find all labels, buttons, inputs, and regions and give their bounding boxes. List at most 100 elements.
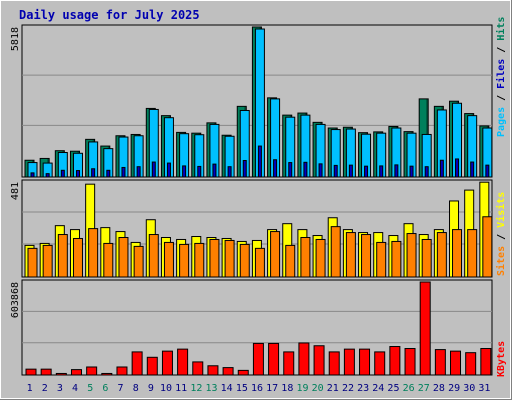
sites-bar (421, 238, 432, 278)
x-tick-label: 8 (133, 383, 139, 394)
kbytes-bar (146, 356, 158, 376)
kbytes-bar (359, 348, 371, 376)
pages-bar (348, 164, 353, 178)
pages-bar (242, 159, 247, 178)
kbytes-bar (86, 366, 98, 376)
sites-bar (133, 245, 144, 278)
kbytes-bar (313, 345, 325, 376)
x-tick-label: 21 (327, 383, 339, 394)
pages-bar (166, 162, 171, 178)
sites-bar (270, 231, 281, 278)
legend-item-visits: Visits (495, 192, 507, 228)
x-tick-label: 13 (205, 383, 217, 394)
sites-bar (467, 229, 478, 278)
x-tick-label: 4 (72, 383, 78, 394)
x-tick-label: 3 (57, 383, 63, 394)
x-tick-label: 15 (236, 383, 248, 394)
x-tick-label: 14 (221, 383, 233, 394)
kbytes-bar (207, 365, 219, 376)
x-tick-label: 1 (27, 383, 33, 394)
x-tick-label: 6 (102, 383, 108, 394)
legend-separator: / (496, 228, 507, 246)
x-tick-label: 2 (42, 383, 48, 394)
pages-bar (197, 165, 202, 178)
sites-bar (436, 232, 447, 278)
sites-bar (72, 237, 83, 278)
x-tick-label: 16 (251, 383, 263, 394)
chart-title: Daily usage for July 2025 (19, 8, 200, 22)
kbytes-bar (328, 351, 340, 376)
sites-bar (482, 216, 493, 278)
sites-bar (148, 234, 159, 278)
y-tick-label: 481 (10, 182, 21, 200)
sites-bar (406, 233, 417, 278)
kbytes-bar (389, 346, 401, 376)
kbytes-bar (450, 350, 462, 376)
pages-bar (303, 161, 308, 178)
x-tick-label: 30 (463, 383, 475, 394)
x-tick-label: 20 (312, 383, 324, 394)
x-tick-label: 27 (418, 383, 430, 394)
pages-bar (318, 163, 323, 178)
sites-bar (330, 226, 341, 278)
sites-bar (209, 238, 220, 278)
x-tick-label: 5 (87, 383, 93, 394)
pages-bar (75, 170, 80, 178)
sites-bar (88, 228, 99, 278)
pages-bar (106, 169, 111, 178)
sites-bar (376, 241, 387, 278)
kbytes-bar (298, 342, 310, 376)
sites-bar (118, 236, 129, 278)
pages-bar (288, 162, 293, 178)
sites-bar (391, 240, 402, 278)
sites-bar (224, 239, 235, 278)
sites-bar (179, 243, 190, 278)
sites-bar (163, 241, 174, 278)
sites-bar (300, 236, 311, 278)
y-tick-label: 603868 (10, 282, 21, 318)
sites-bar (42, 244, 53, 278)
legend-item-files: Files (495, 59, 507, 89)
pages-bar (485, 164, 490, 178)
sites-bar (452, 229, 463, 278)
kbytes-bar (419, 281, 431, 376)
pages-bar (151, 161, 156, 178)
pages-bar (182, 165, 187, 178)
pages-bar (30, 172, 35, 178)
sites-bar (254, 247, 265, 278)
sites-bar (315, 238, 326, 278)
sites-bar (345, 232, 356, 278)
legend-kbytes-panel: KBytes (496, 341, 507, 377)
kbytes-bar (343, 348, 355, 376)
pages-bar (91, 168, 96, 178)
kbytes-bar (131, 351, 143, 376)
kbytes-bar (55, 372, 67, 376)
kbytes-bar (161, 350, 173, 376)
pages-bar (364, 165, 369, 178)
legend-item-pages: Pages (496, 107, 507, 137)
x-tick-label: 29 (448, 383, 460, 394)
sites-bar (239, 243, 250, 278)
kbytes-bar (192, 361, 204, 376)
legend-visits-panel: Sites / Visits (495, 192, 507, 276)
kbytes-bar (70, 369, 82, 376)
legend-item-hits: Hits (495, 17, 507, 41)
x-tick-label: 19 (296, 383, 308, 394)
kbytes-bar (480, 348, 492, 376)
kbytes-bar (25, 368, 37, 376)
pages-bar (455, 158, 460, 178)
x-tick-label: 22 (342, 383, 354, 394)
kbytes-bar (374, 351, 386, 376)
sites-bar (103, 242, 114, 278)
x-tick-label: 7 (118, 383, 124, 394)
kbytes-bar (434, 349, 446, 376)
kbytes-bar (252, 342, 264, 376)
x-tick-label: 9 (148, 383, 154, 394)
sites-bar (27, 247, 38, 278)
pages-bar (227, 166, 232, 178)
pages-bar (212, 163, 217, 178)
sites-bar (285, 244, 296, 278)
